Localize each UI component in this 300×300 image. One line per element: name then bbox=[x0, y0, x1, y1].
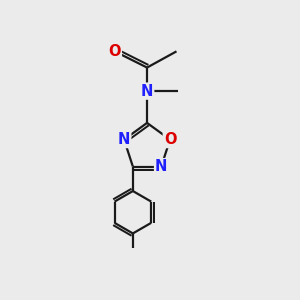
Text: N: N bbox=[141, 84, 153, 99]
Text: O: O bbox=[108, 44, 121, 59]
Text: N: N bbox=[155, 159, 167, 174]
Text: O: O bbox=[164, 132, 176, 147]
Text: N: N bbox=[118, 132, 130, 147]
